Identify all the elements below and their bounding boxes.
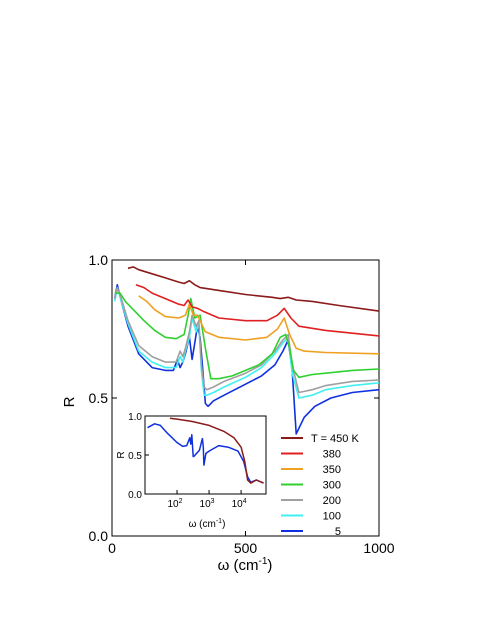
main-ticks: 0 500 1000 0.0 0.5 1.0 [89,252,395,556]
series-line-380 [135,284,380,337]
legend-entry-450: T = 450 K [311,433,359,445]
legend-entry-100: 100 [323,511,341,523]
legend-entry-5: 5 [335,526,341,538]
inset-series-line-450 [169,417,264,484]
y-tick-label: 1.0 [89,252,109,268]
inset-series-line-5 [147,423,264,484]
inset-x-axis-label-sup: -1 [216,518,222,525]
x-axis-label-main: ω (cm [218,557,259,574]
inset-x-tick-label: 104 [232,498,247,510]
x-tick-label: 1000 [363,540,394,556]
inset-x-tick-label: 103 [200,498,215,510]
series-line-450 [127,266,380,312]
inset-y-axis-label: R [116,451,127,458]
inset-x-tick-exponent: 4 [243,498,247,505]
inset-x-axis-label: ω (cm-1) [189,518,226,530]
inset-x-axis-label-main: ω (cm [189,519,216,530]
inset-x-tick-base: 10 [168,499,180,510]
x-tick-label: 500 [234,540,258,556]
inset-series [147,417,264,484]
inset-y-tick-label: 1.0 [128,412,142,423]
inset-x-tick-base: 10 [232,499,244,510]
inset-x-tick-exponent: 3 [211,498,215,505]
legend-entry-380: 380 [323,449,341,461]
legend-entry-200: 200 [323,495,341,507]
x-tick-label: 0 [108,540,116,556]
inset-y-tick-label: 0.0 [128,490,142,501]
inset-y-tick-label: 0.5 [128,451,142,462]
main-series [113,266,380,435]
series-line-5 [113,283,380,435]
legend-entry-350: 350 [323,464,341,476]
y-axis-label: R [61,396,78,407]
inset-x-tick-base: 10 [200,499,212,510]
x-axis-label-close: ) [267,557,272,574]
series-line-350 [138,295,380,355]
y-tick-label: 0.5 [89,390,109,406]
series-line-300 [114,292,380,380]
inset-x-axis-label-close: ) [222,519,225,530]
series-line-100 [113,286,380,399]
inset-x-tick-label: 102 [168,498,183,510]
x-axis-label: ω (cm-1) [218,556,273,574]
x-axis-label-sup: -1 [258,556,267,567]
legend-entry-300: 300 [323,480,341,492]
inset-x-tick-exponent: 2 [179,498,183,505]
legend: T = 450 K 380 350 300 200 100 5 [281,433,359,538]
y-tick-label: 0.0 [89,528,109,544]
